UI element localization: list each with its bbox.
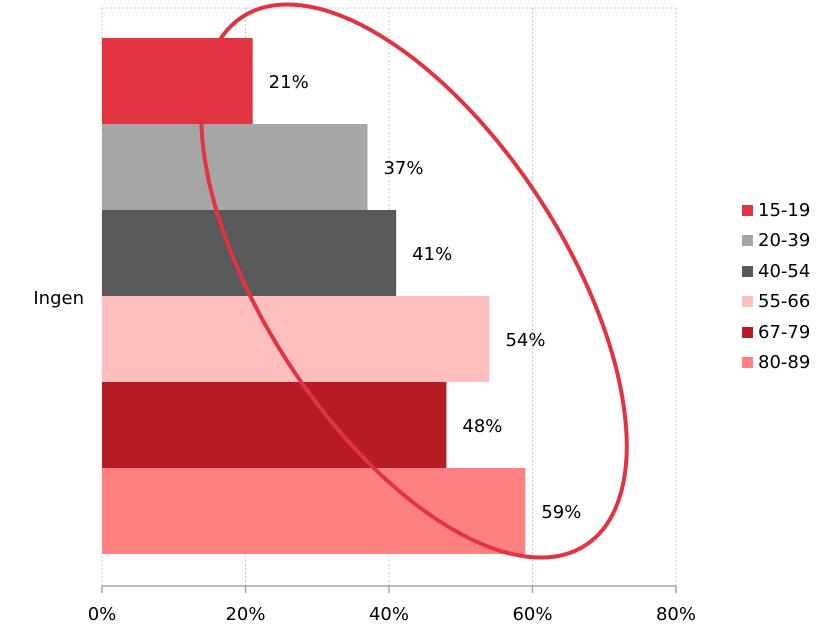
bar-40-54: [102, 210, 397, 296]
data-label-67-79: 48%: [462, 416, 502, 437]
x-tick-label: 80%: [656, 604, 696, 625]
legend-item-80-89: 80-89: [742, 348, 810, 379]
x-tick-label: 20%: [225, 604, 265, 625]
bar-20-39: [102, 124, 368, 210]
data-label-80-89: 59%: [541, 502, 581, 523]
bar-15-19: [102, 38, 253, 124]
legend-swatch: [742, 204, 753, 216]
legend-item-15-19: 15-19: [742, 195, 810, 226]
bar-67-79: [102, 382, 447, 468]
legend: 15-19 20-39 40-54 55-66 67-79 80-89: [742, 195, 810, 378]
legend-label: 40-54: [758, 260, 811, 282]
legend-label: 55-66: [758, 291, 811, 313]
data-label-40-54: 41%: [412, 244, 452, 265]
bar-80-89: [102, 468, 526, 554]
bar-55-66: [102, 296, 490, 382]
annotation-ellipse: [199, 2, 629, 560]
data-label-55-66: 54%: [505, 330, 545, 351]
legend-label: 20-39: [758, 230, 811, 252]
legend-swatch: [742, 357, 753, 369]
legend-swatch: [742, 265, 753, 277]
x-ticks: 0% 20% 40% 60% 80%: [88, 586, 696, 625]
data-label-20-39: 37%: [383, 158, 423, 179]
legend-label: 67-79: [758, 321, 811, 343]
legend-swatch: [742, 326, 753, 338]
legend-item-20-39: 20-39: [742, 226, 810, 257]
legend-swatch: [742, 296, 753, 308]
x-tick-label: 0%: [88, 604, 117, 625]
legend-item-40-54: 40-54: [742, 256, 810, 287]
legend-label: 15-19: [758, 199, 811, 221]
x-tick-label: 40%: [369, 604, 409, 625]
legend-label: 80-89: [758, 352, 811, 374]
data-label-15-19: 21%: [269, 72, 309, 93]
category-label: Ingen: [33, 288, 84, 309]
x-tick-label: 60%: [512, 604, 552, 625]
legend-item-67-79: 67-79: [742, 317, 810, 348]
legend-swatch: [742, 235, 753, 247]
data-labels: 21% 37% 41% 54% 48% 59%: [269, 72, 582, 523]
legend-item-55-66: 55-66: [742, 287, 810, 318]
bars: [102, 38, 526, 554]
